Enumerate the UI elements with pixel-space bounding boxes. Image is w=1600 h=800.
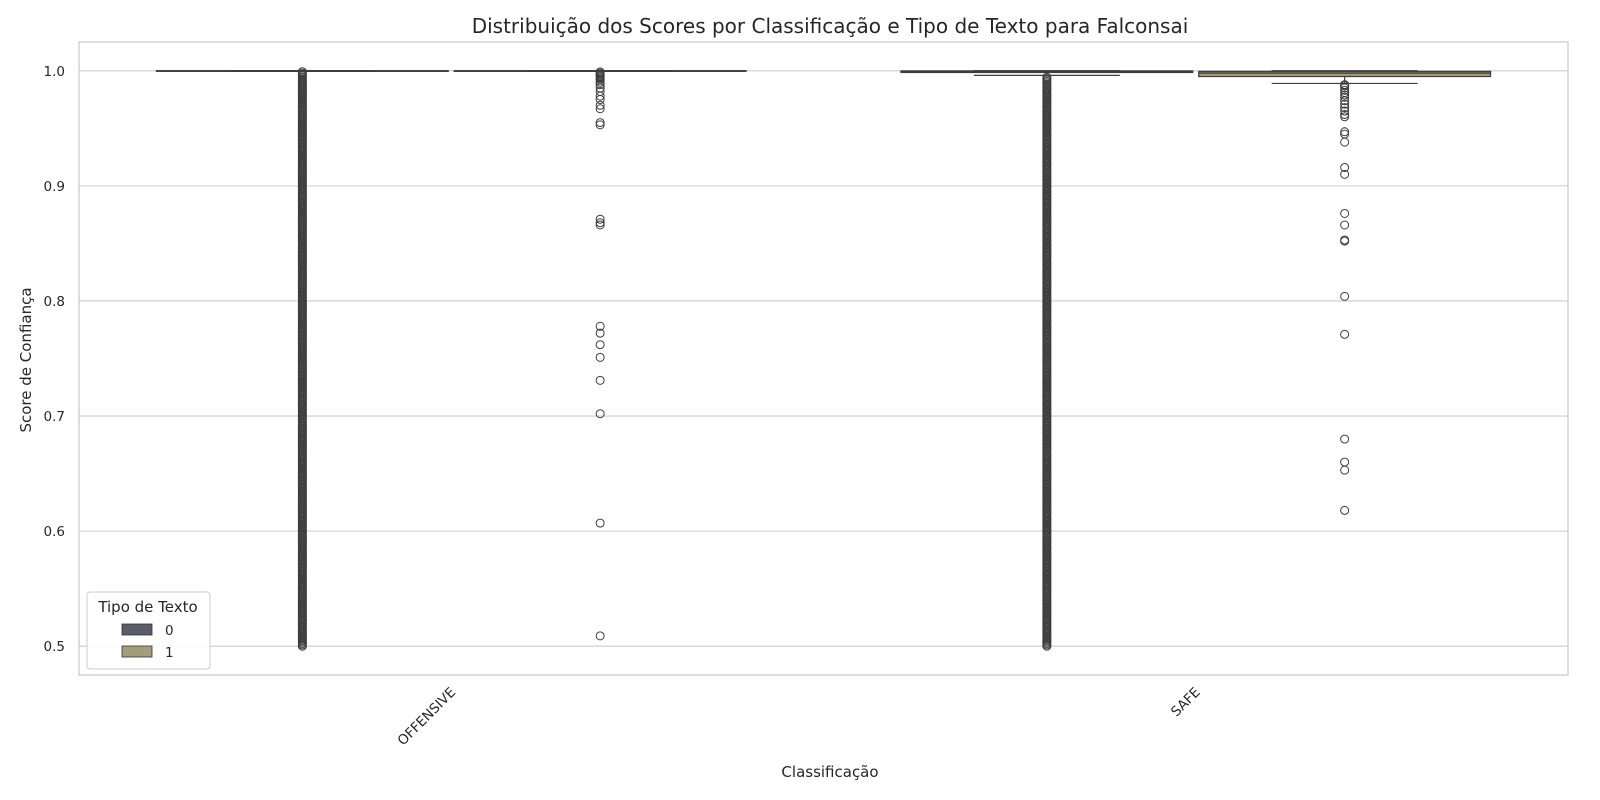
legend-swatch-0 xyxy=(121,623,153,636)
outlier-point xyxy=(595,220,605,230)
outlier-point xyxy=(1340,220,1350,230)
outlier-point xyxy=(1340,329,1350,339)
outlier-point xyxy=(1340,110,1350,120)
outlier-point xyxy=(595,218,605,228)
outlier-point xyxy=(1340,96,1350,106)
outlier-point xyxy=(595,100,605,110)
outlier-point xyxy=(595,321,605,331)
legend-swatch-1 xyxy=(121,645,153,658)
outlier-point xyxy=(1340,127,1350,137)
outlier-point xyxy=(595,91,605,101)
outlier-point xyxy=(1340,169,1350,179)
outlier-point xyxy=(1340,92,1350,102)
outlier-point xyxy=(1340,90,1350,100)
outlier-point xyxy=(595,104,605,114)
outlier-point xyxy=(595,352,605,362)
outlier-point xyxy=(1340,106,1350,116)
outlier-point xyxy=(1340,505,1350,515)
outlier-point xyxy=(595,80,605,90)
outlier-point xyxy=(1340,103,1350,113)
outlier-point xyxy=(1340,162,1350,172)
outlier-point xyxy=(595,120,605,130)
outlier-point xyxy=(595,375,605,385)
outlier-point xyxy=(595,328,605,338)
outlier-point xyxy=(1340,112,1350,122)
y-axis-ticks: 0.5 0.6 0.7 0.8 0.9 1.0 xyxy=(44,64,65,655)
legend-title: Tipo de Texto xyxy=(97,598,197,616)
outlier-point xyxy=(595,518,605,528)
outlier-point xyxy=(297,67,307,77)
legend-label-0: 0 xyxy=(165,623,174,639)
x-axis-label: Classificação xyxy=(781,763,878,781)
y-tick-label: 0.5 xyxy=(44,639,65,655)
outlier-point xyxy=(1340,137,1350,147)
y-tick-label: 0.9 xyxy=(44,179,65,195)
outlier-point xyxy=(595,118,605,128)
y-tick-label: 1.0 xyxy=(44,64,65,80)
y-tick-label: 0.8 xyxy=(44,294,65,310)
box-safe-series-1 xyxy=(1198,70,1492,78)
outlier-point xyxy=(595,631,605,641)
outlier-point xyxy=(1340,236,1350,246)
legend: Tipo de Texto 0 1 xyxy=(86,591,211,670)
outlier-point xyxy=(1340,81,1350,91)
outlier-point xyxy=(595,214,605,224)
outlier-point xyxy=(1340,83,1350,93)
y-tick-label: 0.6 xyxy=(44,524,65,540)
plot-area xyxy=(79,42,1568,675)
outlier-point xyxy=(1340,291,1350,301)
outlier-points xyxy=(297,67,1350,651)
outlier-point xyxy=(1340,85,1350,95)
outlier-point xyxy=(595,340,605,350)
outlier-point xyxy=(1042,72,1052,82)
outlier-point xyxy=(595,409,605,419)
outlier-point xyxy=(1340,208,1350,218)
outlier-point xyxy=(1340,99,1350,109)
outlier-point xyxy=(595,95,605,105)
outlier-point xyxy=(595,77,605,87)
outlier-point xyxy=(1340,434,1350,444)
legend-label-1: 1 xyxy=(165,645,174,661)
y-axis-label: Score de Confiança xyxy=(17,287,35,432)
plot-frame xyxy=(78,41,1569,676)
chart-title: Distribuição dos Scores por Classificaçã… xyxy=(472,14,1189,38)
outlier-point xyxy=(1340,465,1350,475)
y-tick-label: 0.7 xyxy=(44,409,65,425)
